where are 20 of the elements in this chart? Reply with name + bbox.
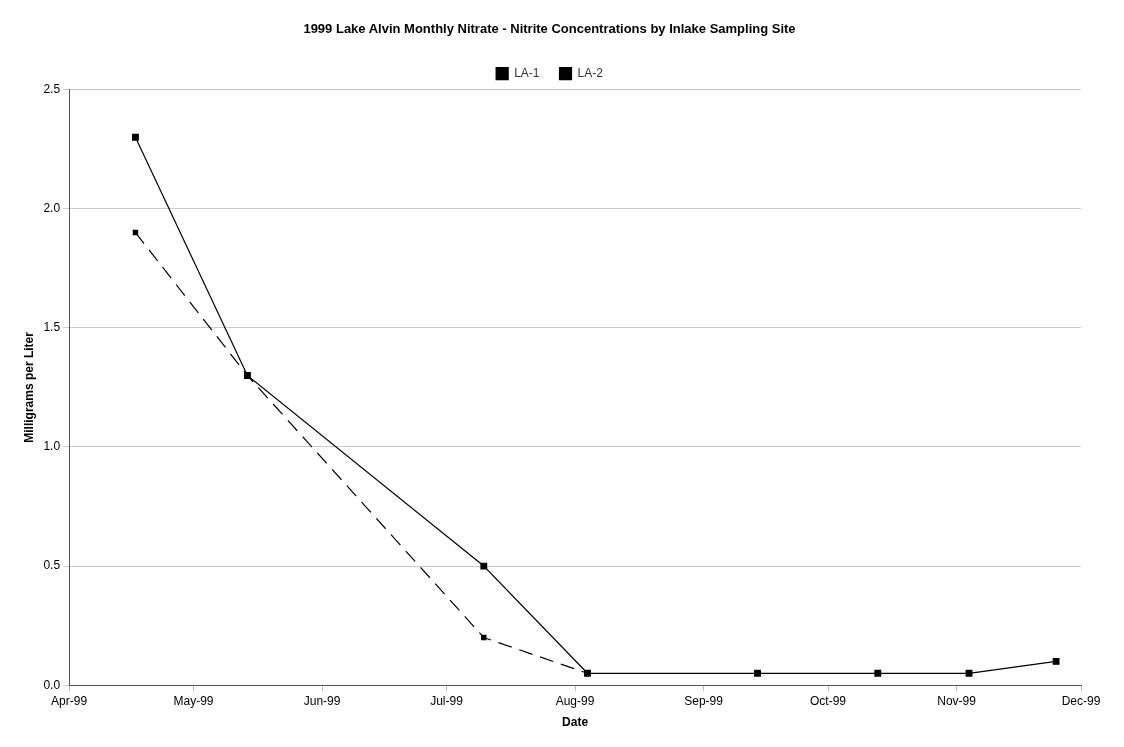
y-tick-label: 0.0	[43, 677, 61, 692]
x-tick-label: Apr-99	[51, 693, 88, 708]
x-tick-label: Jul-99	[430, 693, 464, 708]
x-tick-label: Aug-99	[555, 693, 595, 708]
legend-label: LA-2	[577, 65, 604, 80]
y-tick-label: 1.0	[43, 439, 61, 454]
y-tick-label: 2.0	[43, 201, 61, 216]
chart-title: 1999 Lake Alvin Monthly Nitrate - Nitrite Concentrations by Inlake Sampling Site	[303, 21, 796, 37]
y-tick-label: 2.5	[43, 81, 61, 96]
x-tick-label: Nov-99	[937, 693, 977, 708]
x-tick-label: Dec-99	[1061, 693, 1101, 708]
x-tick-label: Jun-99	[303, 693, 341, 708]
x-tick-label: Oct-99	[810, 693, 847, 708]
y-tick-label: 0.5	[43, 558, 61, 573]
x-tick-label: May-99	[173, 693, 214, 708]
y-axis-title: Milligrams per Liter	[21, 331, 36, 443]
y-tick-label: 1.5	[43, 320, 61, 335]
legend-label: LA-1	[514, 65, 540, 80]
x-tick-label: Sep-99	[684, 693, 724, 708]
x-axis-title: Date	[562, 715, 589, 730]
